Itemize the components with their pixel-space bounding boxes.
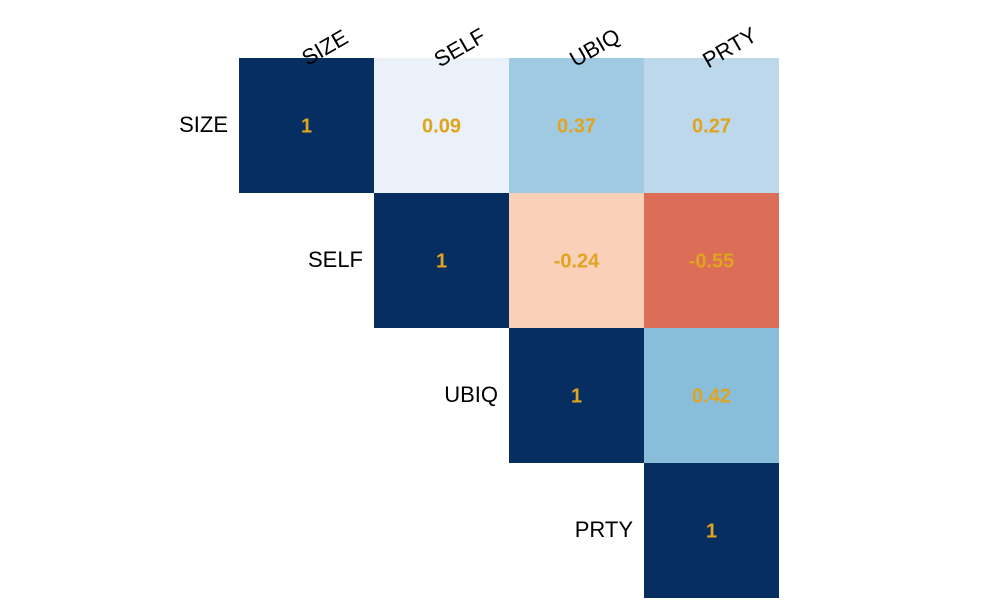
heatmap-cells	[239, 58, 779, 598]
cell-ubiq-prty	[644, 328, 779, 463]
cell-size-self	[374, 58, 509, 193]
cell-value-size-size: 1	[301, 116, 312, 138]
heatmap-cell-labels: 1 0.09 0.37 0.27 1 -0.24 -0.55 1 0.42 1	[301, 116, 734, 543]
cell-self-ubiq	[509, 193, 644, 328]
cell-size-size	[239, 58, 374, 193]
row-label-size: SIZE	[179, 112, 228, 137]
cell-value-self-self: 1	[436, 251, 447, 273]
cell-value-prty-prty: 1	[706, 521, 717, 543]
cell-size-ubiq	[509, 58, 644, 193]
row-labels: SIZE SELF UBIQ PRTY	[179, 112, 633, 542]
cell-value-self-prty: -0.55	[689, 251, 735, 273]
cell-value-size-ubiq: 0.37	[557, 116, 596, 138]
cell-value-self-ubiq: -0.24	[554, 251, 600, 273]
cell-self-self	[374, 193, 509, 328]
row-label-prty: PRTY	[575, 517, 634, 542]
row-label-ubiq: UBIQ	[444, 382, 498, 407]
cell-self-prty	[644, 193, 779, 328]
cell-value-size-self: 0.09	[422, 116, 461, 138]
row-label-self: SELF	[308, 247, 363, 272]
cell-prty-prty	[644, 463, 779, 598]
cell-size-prty	[644, 58, 779, 193]
cell-value-size-prty: 0.27	[692, 116, 731, 138]
cell-value-ubiq-ubiq: 1	[571, 386, 582, 408]
cell-value-ubiq-prty: 0.42	[692, 386, 731, 408]
cell-ubiq-ubiq	[509, 328, 644, 463]
